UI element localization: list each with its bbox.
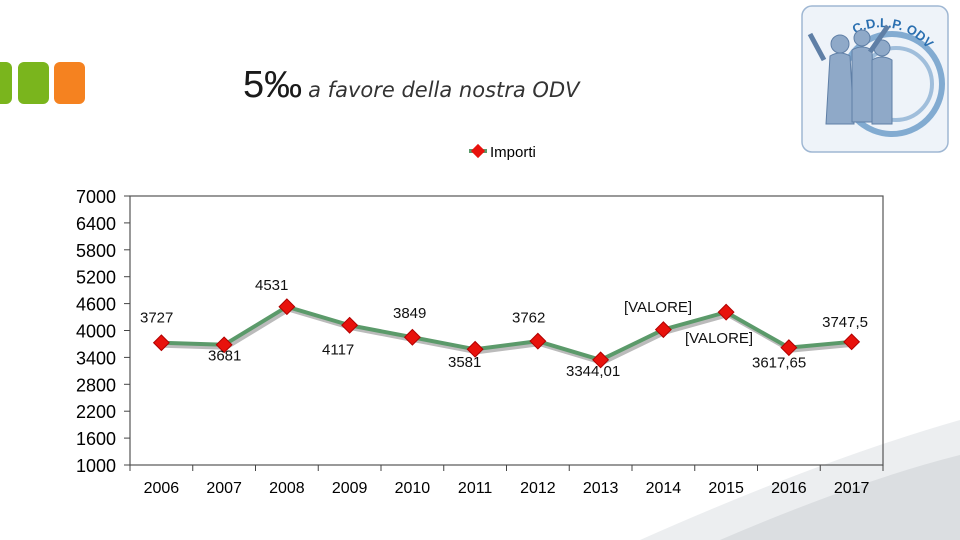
y-tick-label: 1600 bbox=[76, 429, 116, 449]
legend-marker bbox=[470, 143, 486, 159]
logo-people-icon bbox=[807, 24, 893, 125]
accent-bar-green-2 bbox=[18, 62, 49, 104]
data-point bbox=[466, 340, 484, 358]
x-tick-label: 2007 bbox=[206, 480, 242, 497]
accent-bars-icon bbox=[0, 62, 90, 104]
data-label: 4531 bbox=[255, 277, 288, 294]
y-tick-label: 6400 bbox=[76, 214, 116, 234]
data-label: [VALORE] bbox=[685, 330, 753, 347]
data-point bbox=[152, 334, 170, 352]
y-tick-label: 3400 bbox=[76, 348, 116, 368]
data-label: 3762 bbox=[512, 309, 545, 326]
x-tick-label: 2011 bbox=[458, 480, 493, 497]
x-tick-label: 2016 bbox=[771, 480, 807, 497]
y-tick-label: 2800 bbox=[76, 375, 116, 395]
y-tick-label: 4600 bbox=[76, 295, 116, 315]
x-tick-label: 2006 bbox=[144, 480, 180, 497]
data-point bbox=[215, 336, 233, 354]
data-label: 3344,01 bbox=[566, 363, 620, 380]
data-point bbox=[717, 303, 735, 321]
data-point bbox=[654, 321, 672, 339]
series-line bbox=[161, 304, 852, 362]
x-tick-label: 2013 bbox=[583, 480, 619, 497]
data-point bbox=[592, 351, 610, 369]
data-label: 3617,65 bbox=[752, 354, 806, 371]
x-tick-label: 2010 bbox=[395, 480, 431, 497]
x-tick-label: 2008 bbox=[269, 480, 305, 497]
x-tick-label: 2009 bbox=[332, 480, 368, 497]
data-point bbox=[341, 316, 359, 334]
x-tick-label: 2014 bbox=[646, 480, 682, 497]
legend: Importi bbox=[469, 143, 536, 161]
data-point bbox=[278, 298, 296, 316]
data-label: 4117 bbox=[322, 341, 354, 358]
logo: C.D.L.P. ODV bbox=[801, 5, 949, 153]
data-point bbox=[529, 332, 547, 350]
data-label: [VALORE] bbox=[624, 299, 692, 316]
y-tick-label: 2200 bbox=[76, 402, 116, 422]
data-label: 3747,5 bbox=[822, 314, 868, 331]
x-tick-label: 2017 bbox=[834, 480, 870, 497]
data-label: 3849 bbox=[393, 305, 426, 322]
y-tick-label: 5800 bbox=[76, 241, 116, 261]
data-label: 3581 bbox=[448, 354, 481, 371]
data-point bbox=[843, 333, 861, 351]
page-title: 5‰ a favore della nostra ODV bbox=[243, 64, 580, 107]
data-point bbox=[403, 328, 421, 346]
y-tick-label: 1000 bbox=[76, 456, 116, 476]
x-tick-label: 2015 bbox=[708, 480, 744, 497]
data-label: 3727 bbox=[140, 309, 173, 326]
title-main: 5‰ bbox=[243, 64, 303, 106]
x-tick-label: 2012 bbox=[520, 480, 556, 497]
y-tick-label: 7000 bbox=[76, 187, 116, 207]
accent-bar-orange bbox=[54, 62, 85, 104]
legend-label: Importi bbox=[490, 144, 536, 161]
y-tick-label: 5200 bbox=[76, 268, 116, 288]
data-label: 3681 bbox=[208, 348, 241, 365]
title-subtitle: a favore della nostra ODV bbox=[308, 78, 580, 102]
data-point bbox=[780, 339, 798, 357]
plot-frame bbox=[129, 195, 884, 466]
plot-area: 7000 6400 5800 5200 4600 4000 3400 2800 2200 1600… bbox=[76, 187, 884, 497]
y-tick-label: 4000 bbox=[76, 322, 116, 342]
accent-bar-green-1 bbox=[0, 62, 12, 104]
